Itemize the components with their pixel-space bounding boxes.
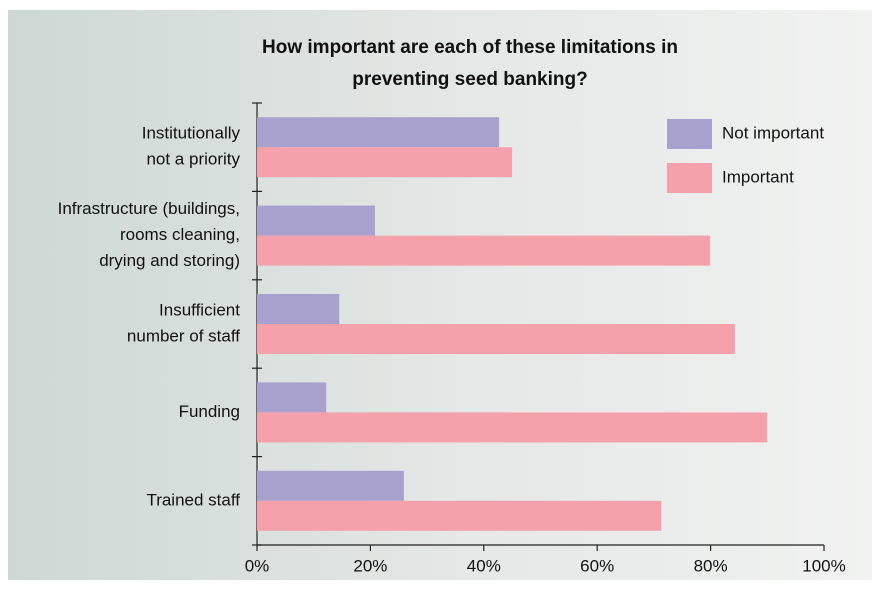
x-tick-label: 20% [353,556,387,575]
bar [257,324,735,354]
category-label: not a priority [146,150,240,169]
x-tick-label: 0% [245,556,270,575]
bar [257,470,404,501]
legend-swatch [667,119,712,149]
category-label: rooms cleaning, [120,225,240,244]
bar [257,235,711,266]
chart-title: How important are each of these limitati… [262,37,678,58]
x-tick-label: 60% [580,556,614,575]
legend-swatch [667,163,712,193]
bar [257,412,768,443]
bar [257,500,662,531]
category-label: number of staff [127,326,240,345]
bar [257,147,513,178]
category-label: Insufficient [159,300,240,319]
category-label: Institutionally [142,124,241,143]
bar [257,382,327,413]
legend-label: Not important [722,123,824,142]
category-label: Funding [179,402,240,421]
category-label: Infrastructure (buildings, [58,199,240,218]
chart-title: preventing seed banking? [352,69,587,90]
bar [257,117,500,148]
legend-label: Important [722,167,794,186]
bar [257,205,375,236]
x-tick-label: 40% [467,556,501,575]
x-tick-label: 80% [694,556,728,575]
bar [257,294,340,324]
background [8,10,872,580]
category-label: Trained staff [146,490,240,509]
x-tick-label: 100% [802,556,845,575]
category-label: drying and storing) [99,251,240,270]
